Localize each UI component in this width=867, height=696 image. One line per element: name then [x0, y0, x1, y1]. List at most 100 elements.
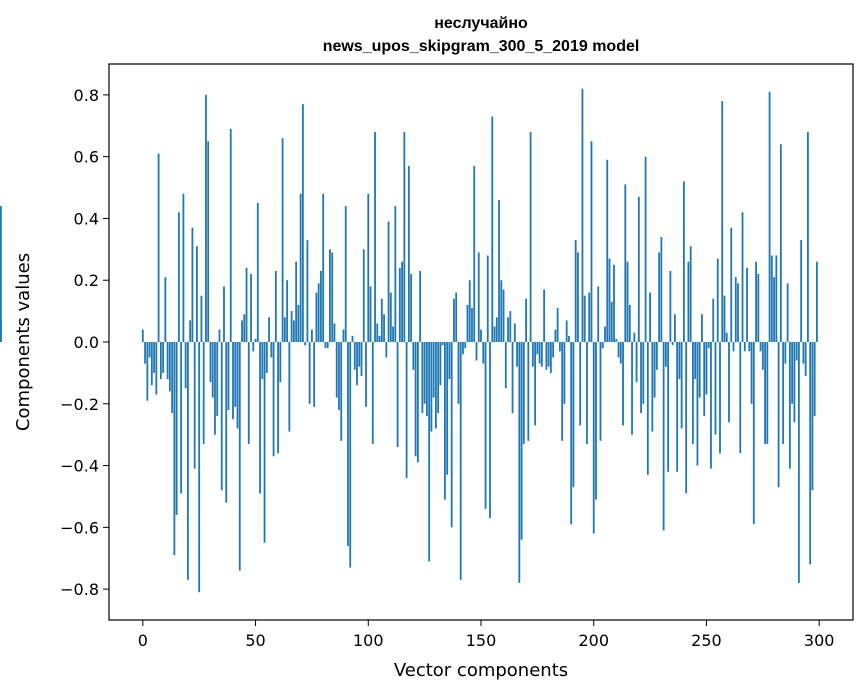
bar-12	[168, 342, 171, 392]
x-tick-label: 200	[578, 631, 609, 650]
bar-42	[236, 342, 239, 429]
bar-97	[360, 342, 363, 376]
bar-171	[527, 342, 530, 441]
bar-207	[608, 258, 611, 342]
bar-48	[250, 274, 252, 342]
bar-27	[202, 342, 205, 444]
bar-75	[311, 329, 313, 342]
bar-82	[326, 342, 329, 349]
bar-19	[184, 342, 187, 389]
bar-178	[543, 289, 546, 342]
bar-89	[342, 329, 345, 342]
bar-232	[664, 342, 667, 367]
bar-213	[622, 342, 624, 426]
bar-88	[340, 342, 343, 441]
y-tick-label: −0.6	[60, 518, 99, 537]
bar-227	[653, 342, 656, 398]
bar-61	[279, 342, 282, 383]
bar-186	[561, 342, 564, 441]
y-ticks: −0.8 −0.6 −0.4 −0.2 0.0 0.2 0.4 0.6 0.8	[60, 86, 109, 599]
bar-283	[779, 144, 782, 342]
bar-157	[495, 317, 498, 342]
bar-21	[189, 320, 192, 342]
bar-38	[227, 342, 230, 410]
bar-53	[261, 342, 264, 380]
bar-297	[811, 342, 814, 491]
bar-163	[509, 311, 512, 342]
bar-218	[633, 332, 636, 342]
bar-131	[437, 342, 440, 414]
bar-117	[405, 342, 408, 478]
bar-84	[331, 252, 334, 342]
bar-0	[141, 329, 144, 342]
plot-frame	[108, 63, 854, 621]
bar-267	[743, 342, 746, 352]
y-axis-label: Components values	[13, 253, 34, 431]
bar-37	[225, 342, 228, 503]
bar-105	[378, 335, 381, 342]
bar-189	[568, 335, 570, 342]
bar-222	[642, 342, 645, 404]
bar-142	[462, 342, 464, 355]
bar-265	[739, 342, 742, 454]
x-tick-label: 50	[245, 631, 265, 650]
bar-129	[432, 342, 435, 398]
bar-170	[525, 298, 527, 342]
bar-278	[768, 91, 771, 342]
bar-103	[374, 131, 376, 342]
bar-81	[324, 342, 327, 349]
bar-194	[579, 342, 582, 426]
bar-96	[358, 342, 361, 367]
bar-92	[349, 342, 352, 568]
bar-155	[491, 116, 494, 342]
bar-216	[628, 304, 631, 342]
bar-167	[518, 342, 521, 583]
bar-288	[791, 342, 794, 404]
bar-165	[513, 323, 516, 342]
bar-146	[471, 308, 473, 342]
bar-30	[209, 342, 212, 383]
bar-212	[619, 342, 622, 364]
bar-64	[286, 280, 289, 342]
bar-298	[813, 342, 816, 417]
bar-266	[741, 212, 744, 342]
bar-6	[155, 342, 158, 395]
bar-65	[288, 342, 291, 432]
bar-217	[631, 342, 633, 435]
bar-91	[347, 342, 349, 546]
bar-291	[797, 342, 800, 583]
bar-293	[802, 342, 805, 364]
bar-47	[247, 342, 250, 444]
bar-276	[764, 342, 766, 444]
bar-172	[529, 131, 532, 342]
bar-17	[180, 342, 183, 494]
bar-122	[416, 342, 419, 463]
bar-11	[166, 342, 169, 380]
bar-144	[466, 304, 469, 342]
bar-25	[198, 342, 201, 593]
bar-264	[737, 283, 739, 342]
bar-57	[270, 342, 273, 358]
bar-83	[329, 249, 331, 342]
bar-183	[554, 329, 557, 342]
bar-253	[712, 298, 715, 342]
bar-106	[380, 298, 383, 342]
bar-44	[241, 320, 243, 342]
bar-269	[748, 342, 751, 352]
bar-147	[473, 165, 476, 342]
bar-188	[565, 320, 568, 342]
bar-102	[371, 342, 374, 444]
bar-71	[301, 104, 304, 342]
bar-240	[683, 181, 685, 342]
y-tick-label: 0.0	[74, 333, 99, 352]
bar-22	[191, 227, 194, 342]
bar-219	[635, 342, 638, 383]
bar-259	[725, 332, 728, 342]
bar-198	[588, 292, 591, 342]
bar-54	[263, 342, 266, 543]
bar-43	[238, 342, 241, 571]
bar-153	[486, 255, 489, 342]
bar-136	[448, 342, 451, 380]
bar-280	[773, 277, 775, 342]
bar-133	[441, 342, 444, 346]
